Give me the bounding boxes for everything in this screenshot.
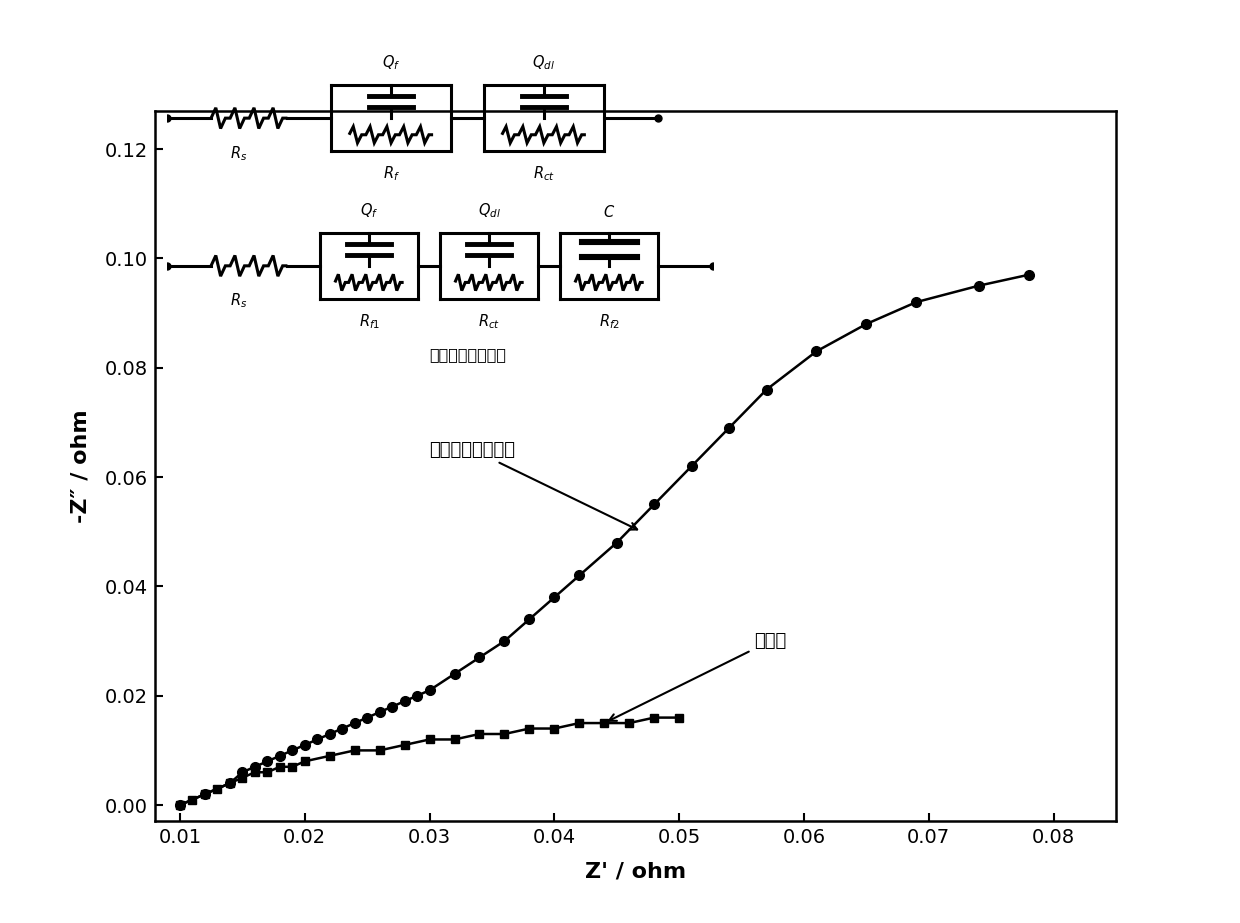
Text: $Q_f$: $Q_f$ [360, 201, 378, 220]
Text: $R_{ct}$: $R_{ct}$ [479, 312, 501, 330]
Text: 生极板: 生极板 [609, 632, 786, 721]
Text: 涂覆有碳膏的极板: 涂覆有碳膏的极板 [429, 347, 506, 362]
Text: 涂覆有碳膏的极板: 涂覆有碳膏的极板 [429, 440, 637, 530]
Text: $Q_{dl}$: $Q_{dl}$ [477, 201, 501, 220]
Text: $R_f$: $R_f$ [383, 164, 399, 183]
X-axis label: Z' / ohm: Z' / ohm [585, 861, 686, 881]
Text: $Q_{dl}$: $Q_{dl}$ [532, 54, 556, 72]
Text: $C$: $C$ [603, 204, 615, 220]
Text: $R_{ct}$: $R_{ct}$ [533, 164, 556, 183]
Text: $R_{f1}$: $R_{f1}$ [358, 312, 379, 330]
Text: $R_{f2}$: $R_{f2}$ [599, 312, 620, 330]
Text: $R_s$: $R_s$ [229, 144, 247, 162]
Text: $Q_f$: $Q_f$ [382, 54, 401, 72]
Text: $R_s$: $R_s$ [229, 292, 247, 310]
Y-axis label: -Z″ / ohm: -Z″ / ohm [71, 409, 91, 523]
